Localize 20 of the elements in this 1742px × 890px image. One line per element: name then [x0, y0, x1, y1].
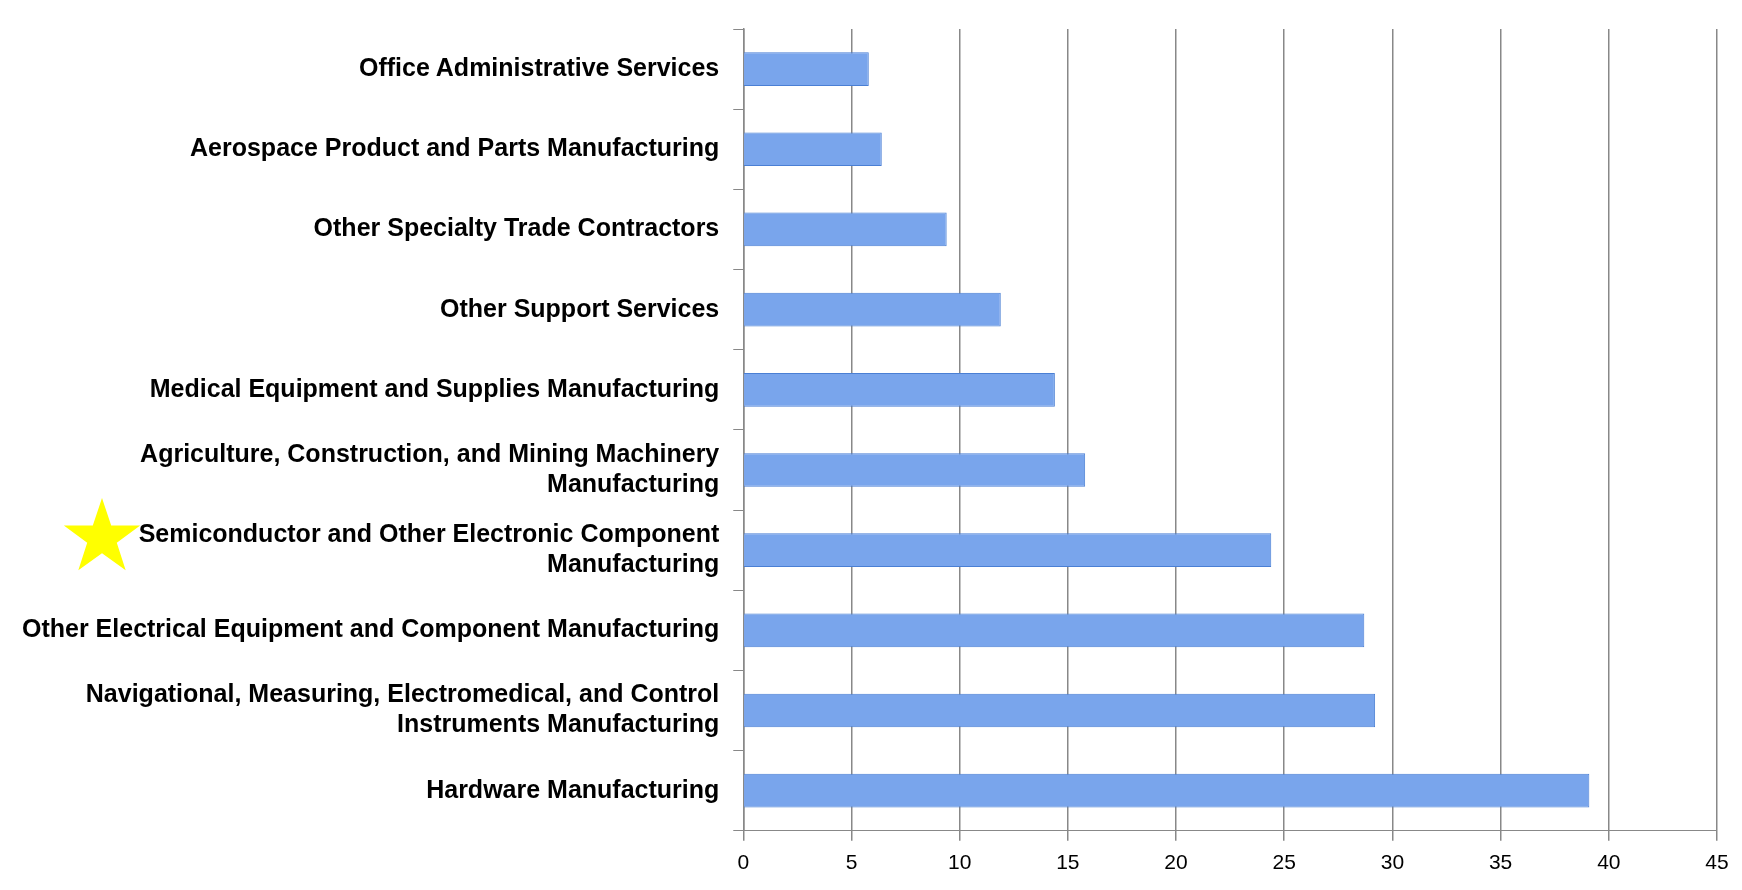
y-tick-label: Semiconductor and Other Electronic Component Manufacturing — [138, 519, 720, 578]
y-tick-label: Office Administrative Services — [358, 52, 720, 81]
y-tick-label: Navigational, Measuring, Electromedical, and Control Instruments Manufacturing — [85, 679, 720, 738]
x-tick-label: 5 — [845, 850, 858, 874]
x-tick-label: 35 — [1488, 850, 1513, 874]
y-tick-label: Other Electrical Equipment and Component Manufacturing — [22, 614, 720, 643]
x-tick-label: 20 — [1164, 850, 1188, 874]
x-tick-label: 15 — [1056, 850, 1080, 874]
x-tick-label: 45 — [1705, 850, 1729, 874]
y-tick-label: Medical Equipment and Supplies Manufacturing — [149, 373, 720, 402]
y-tick-label: Other Specialty Trade Contractors — [313, 213, 720, 242]
x-tick-label: 40 — [1597, 850, 1621, 874]
x-tick-label: 10 — [947, 850, 972, 874]
x-tick-label: 30 — [1380, 850, 1405, 874]
y-tick-label: Other Support Services — [440, 293, 720, 322]
y-tick-label: Agriculture, Construction, and Mining Machinery Manufacturing — [140, 438, 720, 497]
y-tick-label: Aerospace Product and Parts Manufacturing — [190, 133, 720, 162]
x-tick-label: 25 — [1272, 850, 1296, 874]
y-tick-label: Hardware Manufacturing — [426, 774, 720, 803]
x-tick-label: 0 — [737, 850, 750, 874]
